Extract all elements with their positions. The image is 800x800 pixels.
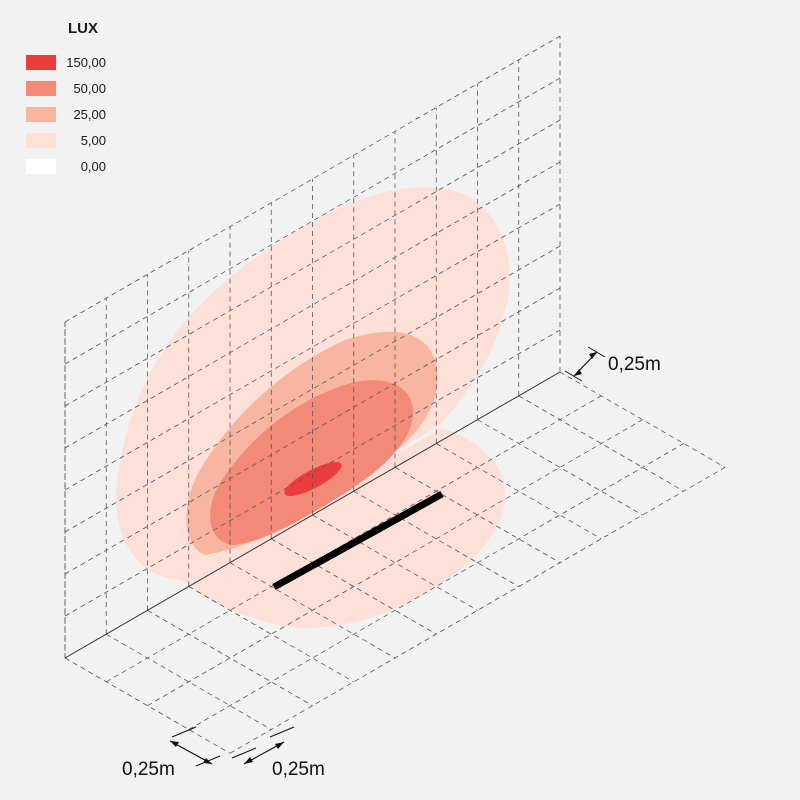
legend-rows: 150,00 50,00 25,00 5,00 0,00 [26,49,106,179]
legend-item: 0,00 [26,153,106,179]
wall-floor-edge [64,371,561,659]
floor-grid-depth-line [106,633,272,730]
wall-dimension-label: 0,25m [608,354,661,375]
floor-grid-depth-line [436,443,602,540]
floor-grid-depth-line [394,467,561,564]
floor-grid-depth-line [147,609,313,707]
legend-item: 50,00 [26,75,106,101]
floor-grid-depth-line [64,657,231,754]
floor-grid-depth-line [518,395,684,492]
floor-lux-5-region [178,428,505,629]
floor-depth-dimension: 0,25m [122,726,221,780]
wall-dimension: 0,25m [564,346,661,382]
floor-grid-depth-line [188,586,354,683]
legend-swatch [26,54,56,70]
floor-grid-depth-line [229,562,396,659]
floor-depth-dimension-label: 0,25m [122,759,175,780]
floor-width-dimension-label: 0,25m [272,759,325,780]
lux-legend: LUX 150,00 50,00 25,00 5,00 0,00 [26,20,106,179]
legend-item: 5,00 [26,127,106,153]
floor-width-dimension: 0,25m [231,726,325,780]
floor-grid-depth-line [477,419,643,516]
floor-grid-depth-line [271,538,437,635]
floor-grid-depth-line [312,514,478,611]
legend-item: 25,00 [26,101,106,127]
luminaire-bar [272,490,444,591]
floor-grid [64,371,726,754]
legend-swatch [26,158,56,174]
floor-grid-depth-line [559,371,726,468]
legend-swatch [26,132,56,148]
legend-value: 150,00 [66,54,106,70]
legend-swatch [26,80,56,96]
wall-lux-150-hotspot [284,462,342,496]
legend-value: 0,00 [80,158,106,174]
legend-item: 150,00 [26,49,106,75]
legend-swatch [26,106,56,122]
wall-lux-50-region [210,380,414,545]
floor-grid-depth-line [353,490,519,587]
legend-value: 50,00 [73,80,106,96]
legend-value: 25,00 [73,106,106,122]
legend-value: 5,00 [80,132,106,148]
legend-title: LUX [68,20,98,37]
